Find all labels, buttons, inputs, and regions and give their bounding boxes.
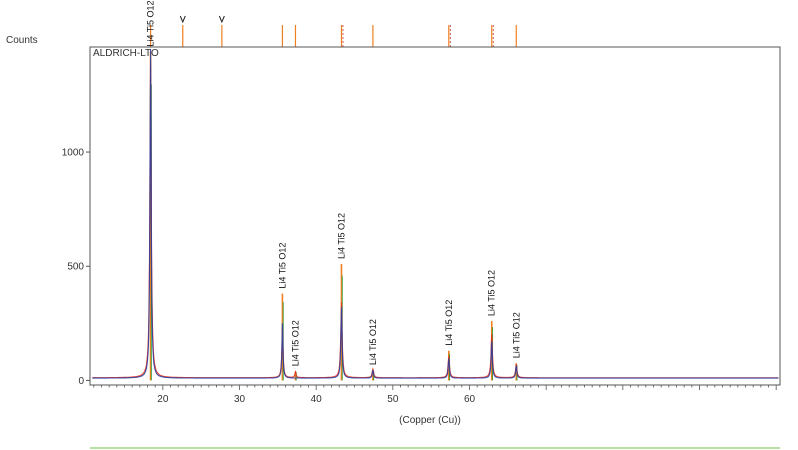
x-tick-label: 40 <box>311 394 323 405</box>
triangle-marker <box>218 15 225 24</box>
peak-label: Li4 Ti5 O12 <box>277 243 287 289</box>
x-axis-label: (Copper (Cu)) <box>399 415 461 426</box>
x-tick-label: 60 <box>464 394 476 405</box>
peak-label: Li4 Ti5 O12 <box>146 1 156 47</box>
x-tick-label: 20 <box>157 394 169 405</box>
series-lines <box>92 49 779 379</box>
chart-title: ALDRICH-LTO <box>93 48 159 59</box>
plot-area <box>89 46 781 386</box>
x-tick-label: 30 <box>234 394 246 405</box>
x-tick-label: 50 <box>387 394 399 405</box>
y-tick-label: 1000 <box>62 148 85 159</box>
peak-label: Li4 Ti5 O12 <box>511 312 521 358</box>
peak-label: Li4 Ti5 O12 <box>444 300 454 346</box>
triangle-marker <box>179 15 186 24</box>
y-tick-label: 0 <box>78 376 84 387</box>
peak-labels: Li4 Ti5 O12 Li4 Ti5 O12 Li4 Ti5 O12 Li4 Ti5… <box>146 1 522 367</box>
triangle-markers <box>179 15 225 24</box>
y-axis: 0 500 1000 <box>62 148 90 387</box>
peak-label: Li4 Ti5 O12 <box>487 270 497 316</box>
series-line-fit <box>92 49 779 379</box>
y-axis-label: Counts <box>6 35 38 46</box>
y-tick-label: 500 <box>67 262 84 273</box>
peak-label: Li4 Ti5 O12 <box>336 213 346 259</box>
peak-label: Li4 Ti5 O12 <box>290 320 300 366</box>
peak-label: Li4 Ti5 O12 <box>368 319 378 365</box>
top-ticks <box>149 25 517 47</box>
x-axis: 20 30 40 50 60 <box>93 385 777 405</box>
